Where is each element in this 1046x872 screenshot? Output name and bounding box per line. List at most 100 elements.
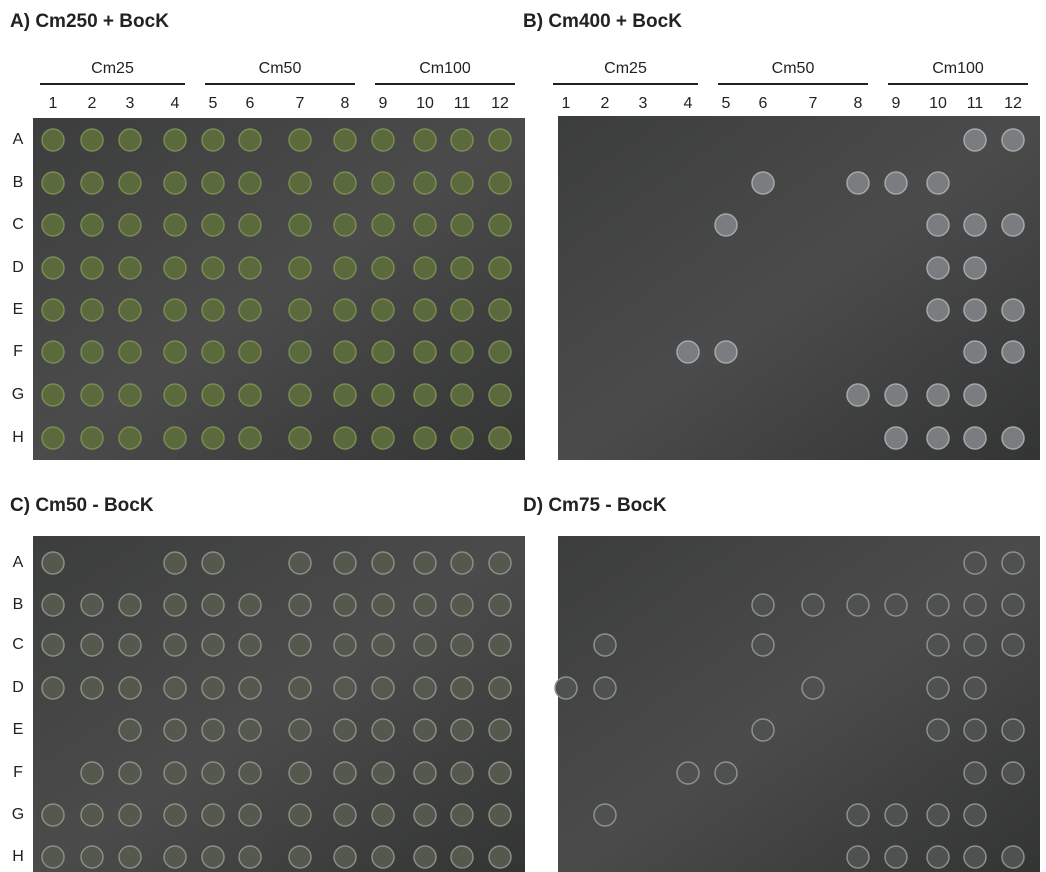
- colony-spot: [372, 677, 394, 699]
- colony-spot: [119, 299, 141, 321]
- colony-spot: [964, 129, 986, 151]
- colony-spot: [489, 552, 511, 574]
- colony-spot: [239, 341, 261, 363]
- colony-spot: [451, 214, 473, 236]
- colony-spot: [202, 257, 224, 279]
- colony-spot: [81, 341, 103, 363]
- colony-spot: [289, 341, 311, 363]
- colony-spot: [164, 257, 186, 279]
- colony-spot: [164, 427, 186, 449]
- colony-spot: [451, 634, 473, 656]
- colony-spot: [372, 427, 394, 449]
- colony-spot: [847, 172, 869, 194]
- colony-spot: [414, 677, 436, 699]
- colony-spot: [489, 214, 511, 236]
- column-label: 12: [491, 95, 509, 112]
- colony-spot: [119, 846, 141, 868]
- colony-spot: [414, 762, 436, 784]
- colony-spot: [81, 129, 103, 151]
- row-label: E: [13, 721, 24, 738]
- colony-spot: [847, 804, 869, 826]
- colony-spot: [451, 677, 473, 699]
- row-label: E: [13, 301, 24, 318]
- colony-spot: [239, 257, 261, 279]
- column-label: 7: [296, 95, 305, 112]
- colony-spot: [239, 762, 261, 784]
- colony-spot: [885, 172, 907, 194]
- colony-spot: [752, 594, 774, 616]
- colony-spot: [334, 762, 356, 784]
- colony-spot: [202, 634, 224, 656]
- colony-spot: [119, 594, 141, 616]
- colony-spot: [752, 719, 774, 741]
- colony-spot: [964, 257, 986, 279]
- column-label: 11: [454, 95, 471, 112]
- colony-spot: [885, 594, 907, 616]
- colony-spot: [81, 299, 103, 321]
- colony-spot: [964, 384, 986, 406]
- colony-spot: [239, 214, 261, 236]
- colony-spot: [81, 804, 103, 826]
- group-label: Cm25: [604, 60, 647, 77]
- colony-spot: [119, 762, 141, 784]
- colony-spot: [489, 129, 511, 151]
- colony-spot: [489, 804, 511, 826]
- plate-photo: [33, 118, 525, 460]
- colony-spot: [202, 804, 224, 826]
- column-label: 6: [759, 95, 768, 112]
- colony-spot: [289, 762, 311, 784]
- colony-spot: [489, 677, 511, 699]
- colony-spot: [289, 214, 311, 236]
- plate-photo: [33, 536, 525, 872]
- colony-spot: [239, 129, 261, 151]
- colony-spot: [334, 172, 356, 194]
- colony-spot: [81, 257, 103, 279]
- colony-spot: [964, 804, 986, 826]
- colony-spot: [1002, 129, 1024, 151]
- colony-spot: [42, 214, 64, 236]
- colony-spot: [334, 257, 356, 279]
- colony-spot: [414, 384, 436, 406]
- colony-spot: [1002, 634, 1024, 656]
- colony-spot: [372, 341, 394, 363]
- group-label: Cm50: [259, 60, 302, 77]
- colony-spot: [42, 594, 64, 616]
- colony-spot: [885, 427, 907, 449]
- panel-title: D) Cm75 - BocK: [523, 495, 667, 516]
- colony-spot: [334, 719, 356, 741]
- colony-spot: [119, 129, 141, 151]
- colony-spot: [202, 552, 224, 574]
- colony-spot: [164, 299, 186, 321]
- colony-spot: [289, 846, 311, 868]
- colony-spot: [119, 214, 141, 236]
- colony-spot: [372, 594, 394, 616]
- colony-spot: [372, 804, 394, 826]
- colony-spot: [42, 677, 64, 699]
- colony-spot: [489, 172, 511, 194]
- colony-spot: [964, 299, 986, 321]
- figure: A) Cm250 + BocKCm25Cm50Cm100123456789101…: [0, 0, 1046, 872]
- colony-spot: [594, 804, 616, 826]
- colony-spot: [42, 634, 64, 656]
- colony-spot: [289, 594, 311, 616]
- colony-spot: [289, 677, 311, 699]
- column-label: 8: [854, 95, 863, 112]
- colony-spot: [202, 172, 224, 194]
- colony-spot: [927, 299, 949, 321]
- colony-spot: [451, 846, 473, 868]
- column-label: 1: [49, 95, 58, 112]
- colony-spot: [164, 384, 186, 406]
- colony-spot: [451, 804, 473, 826]
- colony-spot: [715, 762, 737, 784]
- colony-spot: [289, 427, 311, 449]
- colony-spot: [202, 427, 224, 449]
- colony-spot: [847, 594, 869, 616]
- colony-spot: [81, 846, 103, 868]
- colony-spot: [42, 129, 64, 151]
- colony-spot: [451, 762, 473, 784]
- column-label: 7: [809, 95, 818, 112]
- colony-spot: [119, 719, 141, 741]
- colony-spot: [677, 762, 699, 784]
- colony-spot: [489, 341, 511, 363]
- colony-spot: [164, 172, 186, 194]
